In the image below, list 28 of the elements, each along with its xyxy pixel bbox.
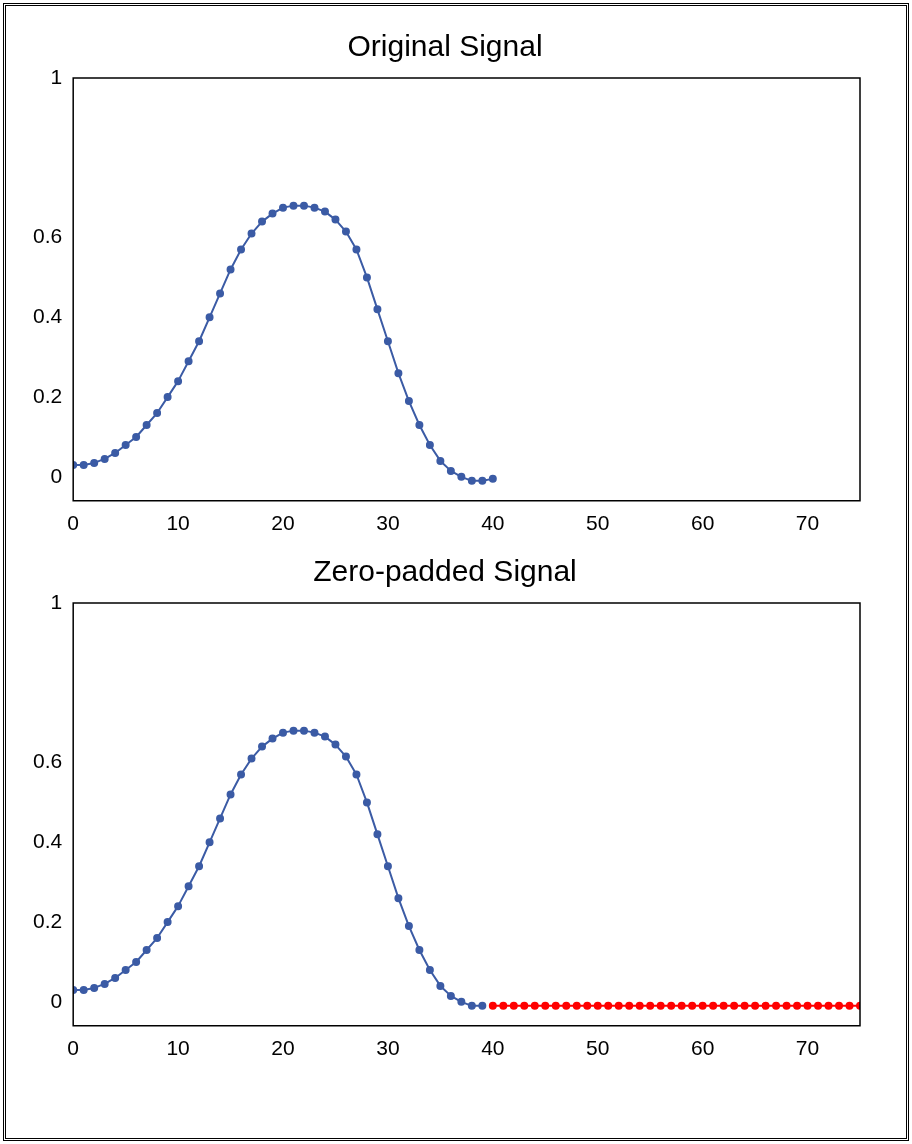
x-tick-label: 40 xyxy=(481,1036,505,1060)
x-tick-label: 50 xyxy=(586,511,610,535)
y-tick-label: 0.2 xyxy=(32,383,63,407)
chart-title: Original Signal xyxy=(347,29,543,63)
y-tick-label: 1 xyxy=(50,64,63,88)
x-tick-label: 0 xyxy=(67,1036,80,1060)
y-tick-label: 1 xyxy=(50,589,63,613)
x-tick-label: 40 xyxy=(481,511,505,535)
x-tick-label: 20 xyxy=(271,511,295,535)
x-tick-label: 60 xyxy=(690,1036,715,1060)
x-tick-label: 20 xyxy=(271,1036,295,1060)
chart-title: Zero-padded Signal xyxy=(313,554,577,588)
y-tick-label: 0 xyxy=(50,988,63,1012)
y-tick-label: 0.6 xyxy=(32,749,63,773)
x-tick-label: 50 xyxy=(586,1036,610,1060)
y-tick-label: 0.2 xyxy=(32,908,63,932)
x-tick-label: 10 xyxy=(166,511,190,535)
x-tick-label: 60 xyxy=(690,511,715,535)
y-tick-label: 0.4 xyxy=(32,304,63,328)
y-tick-label: 0.6 xyxy=(32,224,63,248)
x-tick-label: 0 xyxy=(67,511,80,535)
y-tick-label: 0.4 xyxy=(32,829,63,853)
x-tick-label: 70 xyxy=(795,511,820,535)
x-tick-label: 10 xyxy=(166,1036,190,1060)
y-tick-label: 0 xyxy=(50,463,63,487)
x-tick-label: 30 xyxy=(376,511,400,535)
x-tick-label: 70 xyxy=(795,1036,820,1060)
x-tick-label: 30 xyxy=(376,1036,400,1060)
